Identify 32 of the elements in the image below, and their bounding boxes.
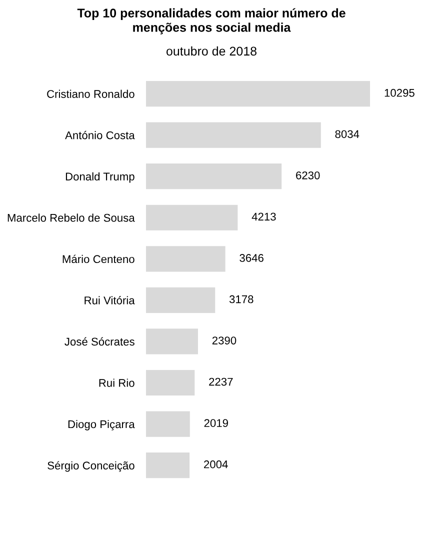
bar bbox=[146, 328, 198, 354]
bar bbox=[146, 370, 195, 396]
data-label: 3178 bbox=[229, 295, 254, 304]
y-tick-label: Cristiano Ronaldo bbox=[47, 90, 134, 98]
y-tick-label: Sérgio Conceição bbox=[48, 461, 134, 472]
data-label: 10295 bbox=[384, 88, 414, 97]
y-tick-label: Donald Trump bbox=[66, 172, 134, 183]
bar bbox=[146, 452, 190, 478]
bar bbox=[146, 411, 190, 437]
bar bbox=[146, 122, 321, 148]
data-label: 6230 bbox=[296, 171, 320, 180]
data-label: 2004 bbox=[204, 460, 228, 468]
y-tick-label: Rui Vitória bbox=[84, 296, 135, 304]
y-tick-label: Rui Rio bbox=[99, 378, 134, 387]
bar bbox=[146, 204, 238, 230]
data-label: 4213 bbox=[252, 212, 276, 221]
data-label: 2390 bbox=[212, 336, 236, 344]
chart-title: Top 10 personalidades com maior número de menções nos social media bbox=[77, 8, 346, 34]
bar bbox=[146, 246, 226, 272]
data-label: 8034 bbox=[335, 130, 360, 138]
y-tick-label: José Sócrates bbox=[64, 337, 134, 346]
y-tick-label: Marcelo Rebelo de Sousa bbox=[8, 214, 135, 222]
chart-subtitle: outubro de 2018 bbox=[166, 46, 256, 56]
data-label: 3646 bbox=[240, 254, 264, 262]
bar bbox=[146, 287, 216, 313]
y-tick-label: António Costa bbox=[65, 130, 135, 140]
data-label: 2019 bbox=[204, 419, 228, 428]
bar bbox=[146, 81, 370, 107]
bar bbox=[146, 164, 282, 190]
y-tick-label: Mário Centeno bbox=[62, 254, 134, 264]
data-label: 2237 bbox=[209, 378, 233, 386]
y-tick-label: Diogo Piçarra bbox=[68, 420, 135, 430]
